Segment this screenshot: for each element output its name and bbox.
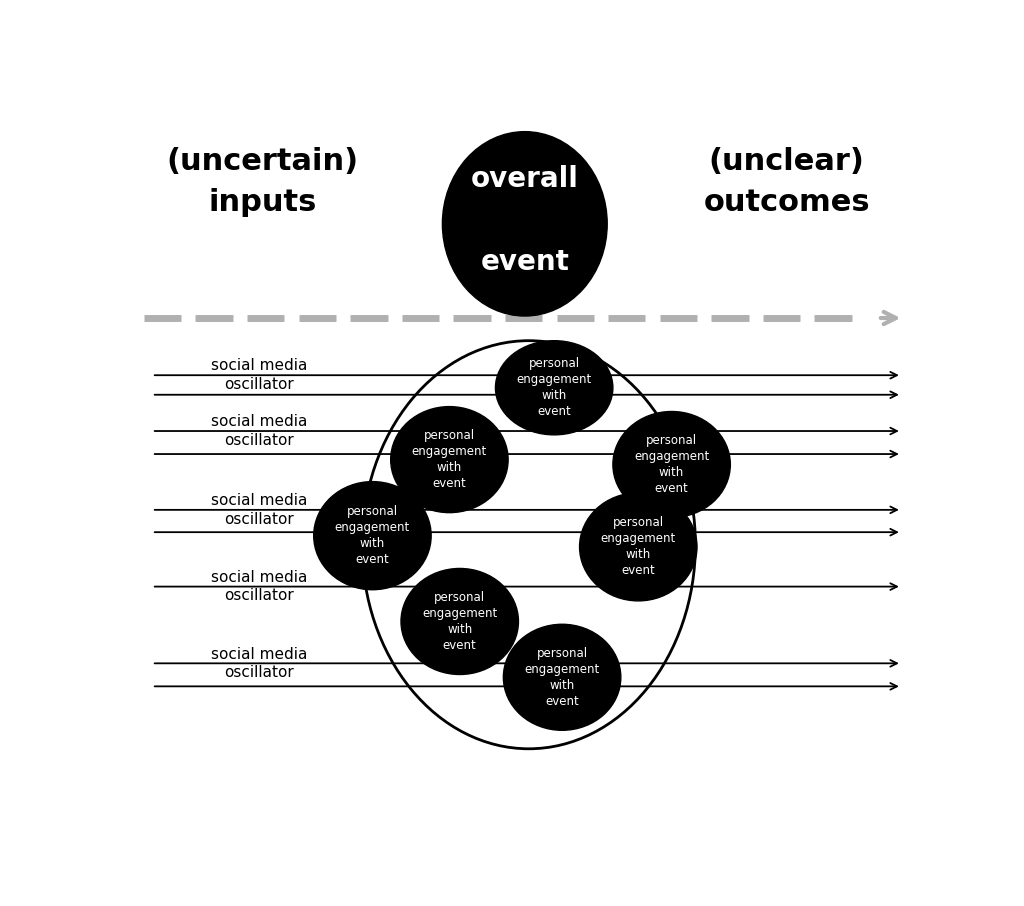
Ellipse shape	[504, 624, 621, 730]
Text: social media
oscillator: social media oscillator	[211, 359, 307, 392]
Text: personal
engagement
with
event: personal engagement with event	[335, 506, 410, 566]
Ellipse shape	[580, 493, 697, 601]
Text: (unclear)
outcomes: (unclear) outcomes	[703, 147, 870, 217]
Ellipse shape	[313, 482, 431, 590]
Ellipse shape	[391, 407, 508, 513]
Ellipse shape	[496, 341, 613, 435]
Text: personal
engagement
with
event: personal engagement with event	[412, 429, 487, 490]
Text: personal
engagement
with
event: personal engagement with event	[516, 357, 592, 419]
Text: social media
oscillator: social media oscillator	[211, 570, 307, 603]
Text: personal
engagement
with
event: personal engagement with event	[524, 647, 600, 708]
Ellipse shape	[442, 131, 607, 316]
Text: social media
oscillator: social media oscillator	[211, 647, 307, 680]
Text: personal
engagement
with
event: personal engagement with event	[634, 434, 710, 495]
Text: personal
engagement
with
event: personal engagement with event	[601, 516, 676, 577]
Text: (uncertain)
inputs: (uncertain) inputs	[167, 147, 359, 217]
Ellipse shape	[401, 568, 518, 674]
Text: personal
engagement
with
event: personal engagement with event	[422, 591, 498, 652]
Text: overall

event: overall event	[471, 165, 579, 275]
Text: social media
oscillator: social media oscillator	[211, 414, 307, 448]
Ellipse shape	[613, 411, 730, 517]
Text: social media
oscillator: social media oscillator	[211, 493, 307, 526]
